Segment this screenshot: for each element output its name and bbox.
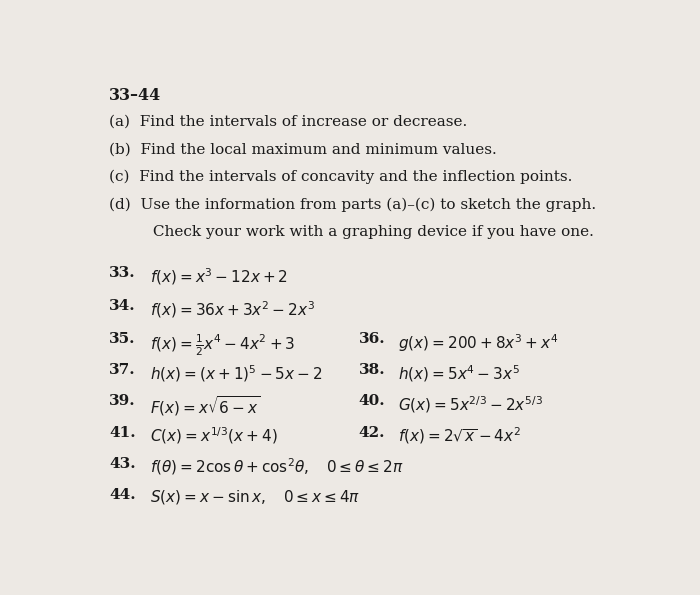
Text: (c)  Find the intervals of concavity and the inflection points.: (c) Find the intervals of concavity and … xyxy=(109,170,573,184)
Text: 37.: 37. xyxy=(109,363,136,377)
Text: $f(x) = 36x + 3x^2 - 2x^3$: $f(x) = 36x + 3x^2 - 2x^3$ xyxy=(150,299,315,320)
Text: 41.: 41. xyxy=(109,425,136,440)
Text: 44.: 44. xyxy=(109,488,136,502)
Text: $f(x) = 2\sqrt{x} - 4x^2$: $f(x) = 2\sqrt{x} - 4x^2$ xyxy=(398,425,521,446)
Text: 40.: 40. xyxy=(358,394,386,408)
Text: $h(x) = 5x^4 - 3x^5$: $h(x) = 5x^4 - 3x^5$ xyxy=(398,363,520,384)
Text: $G(x) = 5x^{2/3} - 2x^{5/3}$: $G(x) = 5x^{2/3} - 2x^{5/3}$ xyxy=(398,394,542,415)
Text: 42.: 42. xyxy=(358,425,385,440)
Text: 33–44: 33–44 xyxy=(109,87,162,105)
Text: 38.: 38. xyxy=(358,363,386,377)
Text: (a)  Find the intervals of increase or decrease.: (a) Find the intervals of increase or de… xyxy=(109,115,468,129)
Text: $f(x) = x^3 - 12x + 2$: $f(x) = x^3 - 12x + 2$ xyxy=(150,266,288,287)
Text: $f(x) = \frac{1}{2}x^4 - 4x^2 + 3$: $f(x) = \frac{1}{2}x^4 - 4x^2 + 3$ xyxy=(150,332,295,358)
Text: $h(x) = (x + 1)^5 - 5x - 2$: $h(x) = (x + 1)^5 - 5x - 2$ xyxy=(150,363,322,384)
Text: $S(x) = x - \sin x, \quad 0 \leq x \leq 4\pi$: $S(x) = x - \sin x, \quad 0 \leq x \leq … xyxy=(150,488,360,506)
Text: Check your work with a graphing device if you have one.: Check your work with a graphing device i… xyxy=(109,225,594,239)
Text: 36.: 36. xyxy=(358,332,386,346)
Text: 39.: 39. xyxy=(109,394,136,408)
Text: $F(x) = x\sqrt{6 - x}$: $F(x) = x\sqrt{6 - x}$ xyxy=(150,394,260,418)
Text: $f(\theta) = 2\cos\theta + \cos^2\!\theta, \quad 0 \leq \theta \leq 2\pi$: $f(\theta) = 2\cos\theta + \cos^2\!\thet… xyxy=(150,457,404,477)
Text: (d)  Use the information from parts (a)–(c) to sketch the graph.: (d) Use the information from parts (a)–(… xyxy=(109,198,596,212)
Text: 35.: 35. xyxy=(109,332,136,346)
Text: $C(x) = x^{1/3}(x + 4)$: $C(x) = x^{1/3}(x + 4)$ xyxy=(150,425,277,446)
Text: 34.: 34. xyxy=(109,299,136,313)
Text: 33.: 33. xyxy=(109,266,136,280)
Text: 43.: 43. xyxy=(109,457,136,471)
Text: $g(x) = 200 + 8x^3 + x^4$: $g(x) = 200 + 8x^3 + x^4$ xyxy=(398,332,559,354)
Text: (b)  Find the local maximum and minimum values.: (b) Find the local maximum and minimum v… xyxy=(109,142,497,156)
